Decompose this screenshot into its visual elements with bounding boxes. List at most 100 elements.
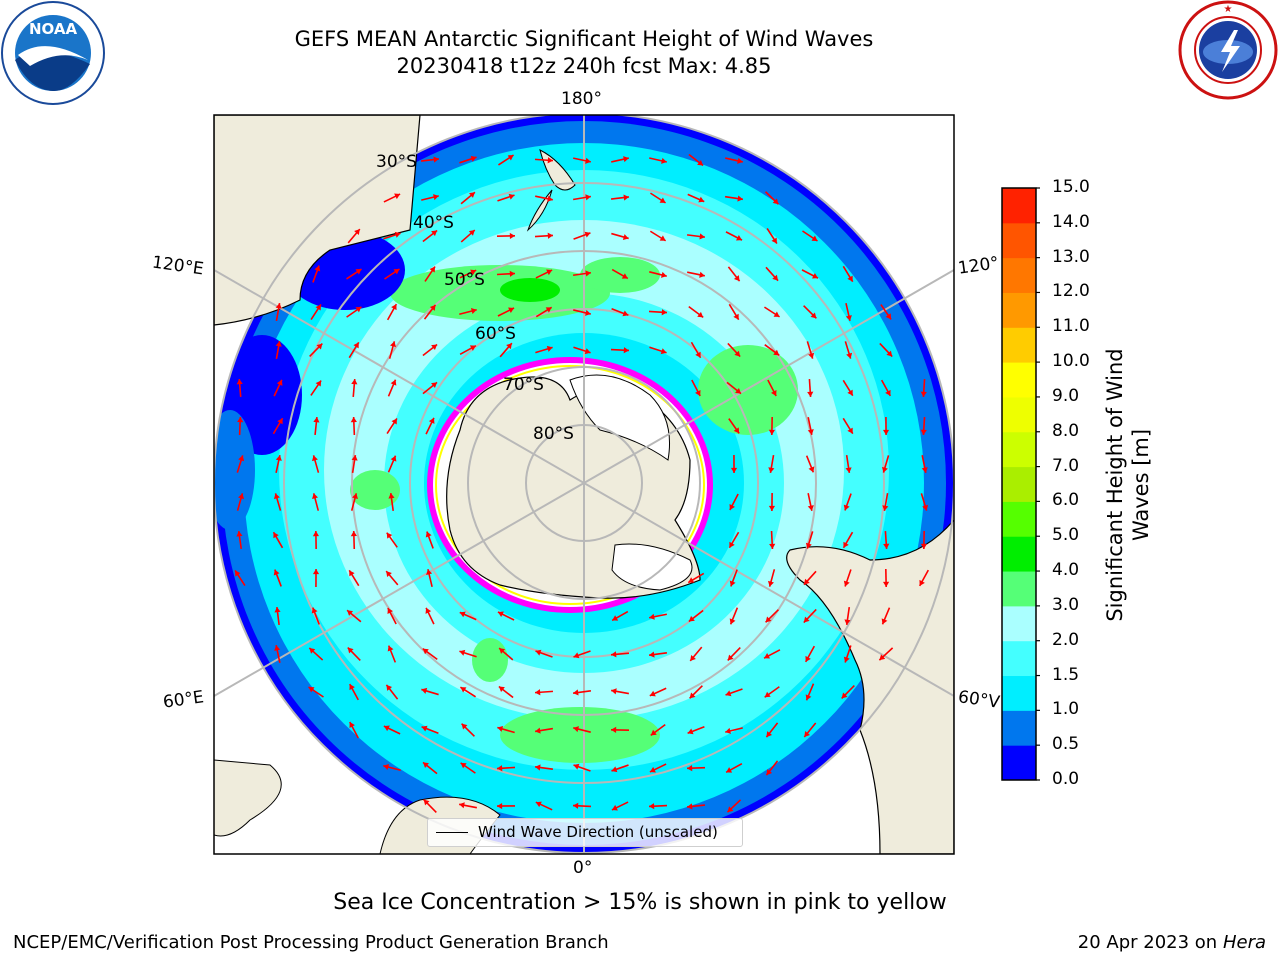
colorbar-tick-label: 11.0 <box>1052 316 1090 337</box>
wave-arrow-head <box>312 569 320 575</box>
wave-arrow-head <box>883 543 890 549</box>
wave-arrow-head <box>459 649 466 656</box>
wave-arrow-head <box>394 231 401 238</box>
wave-arrow-head <box>535 689 541 696</box>
wave-arrow-head <box>844 619 851 625</box>
footer-date: 20 Apr 2023 on <box>1077 932 1223 953</box>
wave-arrow-head <box>423 799 430 806</box>
wave-arrow-head <box>882 429 890 435</box>
footer-left: NCEP/EMC/Verification Post Processing Pr… <box>13 932 609 953</box>
colorbar-label-line2: Waves [m] <box>1129 428 1153 542</box>
wave-arrow-head <box>315 304 321 311</box>
wave-arrow-head <box>811 235 818 241</box>
wave-arrow-head <box>535 764 541 771</box>
legend-text: Wind Wave Direction (unscaled) <box>478 823 718 841</box>
wave-arrow-head <box>308 686 315 693</box>
wave-arrow-head <box>459 802 465 809</box>
wave-arrow-head <box>771 237 777 244</box>
wave-arrow-head <box>274 607 281 613</box>
wave-arrow-head <box>698 196 705 203</box>
wave-arrow-head <box>804 731 810 737</box>
wave-arrow-head <box>885 313 892 320</box>
noaa-logo-text: NOAA <box>29 20 78 38</box>
wave-arrow-head <box>808 352 815 359</box>
wave-arrow-head <box>765 616 772 623</box>
wave-arrow-head <box>546 345 553 352</box>
wave-arrow-head <box>237 417 244 423</box>
colorbar-tick-label: 7.0 <box>1052 455 1080 476</box>
wave-arrow-head <box>920 543 928 549</box>
wave-arrow-head <box>347 647 354 654</box>
wave-arrow-head <box>585 309 591 316</box>
wave-arrow-head <box>921 467 928 473</box>
wave-arrow-head <box>725 690 732 697</box>
wave-arrow-head <box>727 654 734 661</box>
wave-arrow-head <box>733 275 740 282</box>
wave-arrow-head <box>611 804 618 811</box>
wave-arrow-head <box>311 607 318 614</box>
wave-direction-arrows <box>234 153 930 813</box>
wave-arrow-head <box>461 723 468 730</box>
colorbar-segment <box>1002 745 1036 781</box>
colorbar-segment <box>1002 188 1036 224</box>
colorbar-label-line1: Significant Height of Wind <box>1103 348 1127 622</box>
wave-arrow-head <box>649 803 655 810</box>
wave-arrow-head <box>433 156 439 163</box>
wave-arrow-head <box>843 656 850 663</box>
wave-arrow-head <box>497 725 504 732</box>
graticule <box>214 115 954 854</box>
wave-arrow-head <box>383 725 390 732</box>
wave-arrow-head <box>773 349 780 356</box>
wave-arrow-head <box>428 417 435 424</box>
wave-arrow-head <box>509 270 515 277</box>
wave-arrow-head <box>277 418 283 425</box>
wave-arrow-head <box>585 270 591 277</box>
wave-arrow-head <box>805 655 811 662</box>
wave-arrow-head <box>315 380 322 387</box>
wave-arrow-head <box>421 725 428 732</box>
wave-arrow-head <box>235 570 241 577</box>
wave-arrow-head <box>881 618 888 625</box>
wave-arrow-head <box>535 727 541 734</box>
lat-label-60s: 60°S <box>475 324 516 344</box>
wave-arrow-head <box>573 802 579 809</box>
wave-arrow-head <box>275 455 282 461</box>
wave-arrow-head <box>383 764 390 771</box>
colorbar-segment <box>1002 292 1036 328</box>
noaa-logo: NOAA <box>1 1 105 105</box>
colorbar-segment <box>1002 640 1036 677</box>
wave-arrow-head <box>687 803 693 810</box>
wave-arrow-head <box>312 531 320 537</box>
wave-arrow-head <box>650 729 657 736</box>
wave-arrow-head <box>729 541 735 548</box>
wave-arrow-head <box>498 686 505 693</box>
wave-arrow-head <box>386 532 393 539</box>
wave-arrow-head <box>573 763 580 770</box>
wave-arrow-head <box>729 504 735 511</box>
colorbar-tick-label: 0.5 <box>1052 734 1080 755</box>
wave-arrow-head <box>386 684 393 691</box>
wave-arrow-head <box>350 417 357 423</box>
colorbar-segment <box>1002 675 1036 711</box>
wave-arrow-head <box>547 232 553 239</box>
wave-arrow-head <box>764 691 771 698</box>
wave-arrow-head <box>659 235 666 241</box>
wave-arrow-head <box>387 645 394 652</box>
wave-arrow-head <box>845 467 852 473</box>
wave-arrow-head <box>236 379 243 385</box>
wave-arrow-head <box>621 273 628 279</box>
wave-arrow-head <box>351 493 358 500</box>
wave-arrow-head <box>660 271 667 278</box>
wave-arrow-head <box>660 348 667 355</box>
wave-arrow-head <box>695 389 701 396</box>
wave-arrow-head <box>506 343 512 350</box>
wave-arrow-head <box>812 273 819 279</box>
wave-arrow-head <box>546 269 553 276</box>
wave-arrow-head <box>275 303 282 309</box>
wave-arrow-head <box>803 616 810 623</box>
wave-arrow-head <box>879 654 886 661</box>
wave-arrow-head <box>699 271 705 278</box>
colorbar-tick-label: 15.0 <box>1052 177 1090 197</box>
wave-arrow-head <box>433 194 439 201</box>
wave-arrow-head <box>394 193 401 200</box>
